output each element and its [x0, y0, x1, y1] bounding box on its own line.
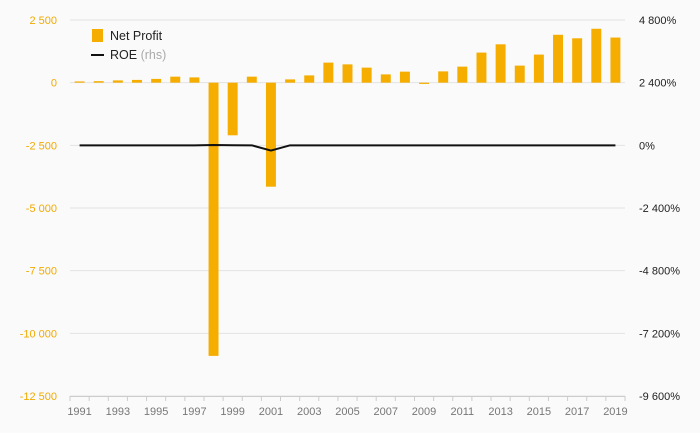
net-profit-bar	[304, 75, 315, 83]
net-profit-bar	[380, 74, 391, 83]
x-tick-label: 1991	[67, 406, 91, 418]
x-tick-label: 1997	[182, 406, 206, 418]
legend: Net Profit ROE (rhs)	[91, 29, 166, 62]
x-tick-label: 2001	[259, 406, 283, 418]
left-tick-label: 2 500	[29, 15, 57, 27]
right-tick-label: 0%	[639, 140, 655, 152]
net-profit-bar	[495, 44, 506, 83]
left-tick-label: -5 000	[26, 203, 57, 215]
net-profit-bar	[361, 67, 372, 83]
x-tick-label: 2019	[603, 406, 627, 418]
roe-line	[79, 144, 616, 152]
right-tick-label: -2 400%	[639, 203, 680, 215]
x-tick-label: 2007	[374, 406, 398, 418]
net-profit-bar	[265, 82, 276, 187]
net-profit-bar	[457, 66, 468, 83]
net-profit-bar	[610, 37, 621, 83]
right-tick-label: 2 400%	[639, 78, 677, 90]
net-profit-bar	[246, 76, 257, 83]
x-tick-label: 1993	[106, 406, 130, 418]
x-tick-label: 2011	[450, 406, 474, 418]
net-profit-bar	[514, 65, 525, 83]
right-tick-label: -4 800%	[639, 266, 680, 278]
net-profit-bar	[323, 62, 334, 83]
left-tick-label: -7 500	[26, 266, 57, 278]
x-tick-label: 2017	[565, 406, 589, 418]
net-profit-bar	[419, 82, 430, 84]
x-tick-label: 2003	[297, 406, 321, 418]
legend-roe-suffix: (rhs)	[141, 48, 167, 62]
right-tick-label: -7 200%	[639, 328, 680, 340]
right-tick-label: -9 600%	[639, 391, 680, 403]
net-profit-bar	[112, 80, 123, 83]
net-profit-bar	[476, 52, 487, 83]
left-tick-label: 0	[51, 78, 57, 90]
x-tick-label: 2005	[335, 406, 359, 418]
x-tick-label: 2015	[527, 406, 551, 418]
net-profit-bar	[208, 82, 219, 356]
axes: 2 500 0 -2 500 -5 000 -7 500 -10 000 -12 500 4 …	[20, 15, 681, 418]
net-profit-bar	[74, 81, 85, 83]
net-profit-bar	[591, 28, 602, 83]
net-profit-bar	[285, 79, 296, 83]
legend-net-profit-swatch	[92, 29, 103, 42]
net-profit-bar	[132, 79, 142, 83]
net-profit-bar	[151, 78, 162, 83]
net-profit-bar	[438, 71, 449, 83]
x-tick-label: 2009	[412, 406, 436, 418]
net-profit-bar	[170, 76, 181, 83]
x-tick-label: 2013	[488, 406, 512, 418]
net-profit-bar	[93, 81, 104, 83]
left-tick-label: -12 500	[20, 391, 57, 403]
roe-line-series	[79, 144, 616, 152]
left-tick-label: -10 000	[20, 328, 57, 340]
x-tick-label: 1995	[144, 406, 168, 418]
net-profit-bar	[553, 34, 563, 83]
net-profit-bar	[189, 77, 200, 83]
net-profit-bars	[74, 28, 621, 356]
legend-roe-label: ROE (rhs)	[110, 48, 166, 62]
x-tick-label: 1999	[220, 406, 244, 418]
left-tick-label: -2 500	[26, 140, 57, 152]
net-profit-bar	[342, 64, 353, 83]
net-profit-bar	[227, 82, 238, 136]
net-profit-bar	[399, 71, 410, 83]
legend-net-profit-label: Net Profit	[110, 29, 163, 43]
net-profit-bar	[533, 54, 544, 83]
right-tick-label: 4 800%	[639, 15, 677, 27]
net-profit-bar	[572, 38, 583, 83]
